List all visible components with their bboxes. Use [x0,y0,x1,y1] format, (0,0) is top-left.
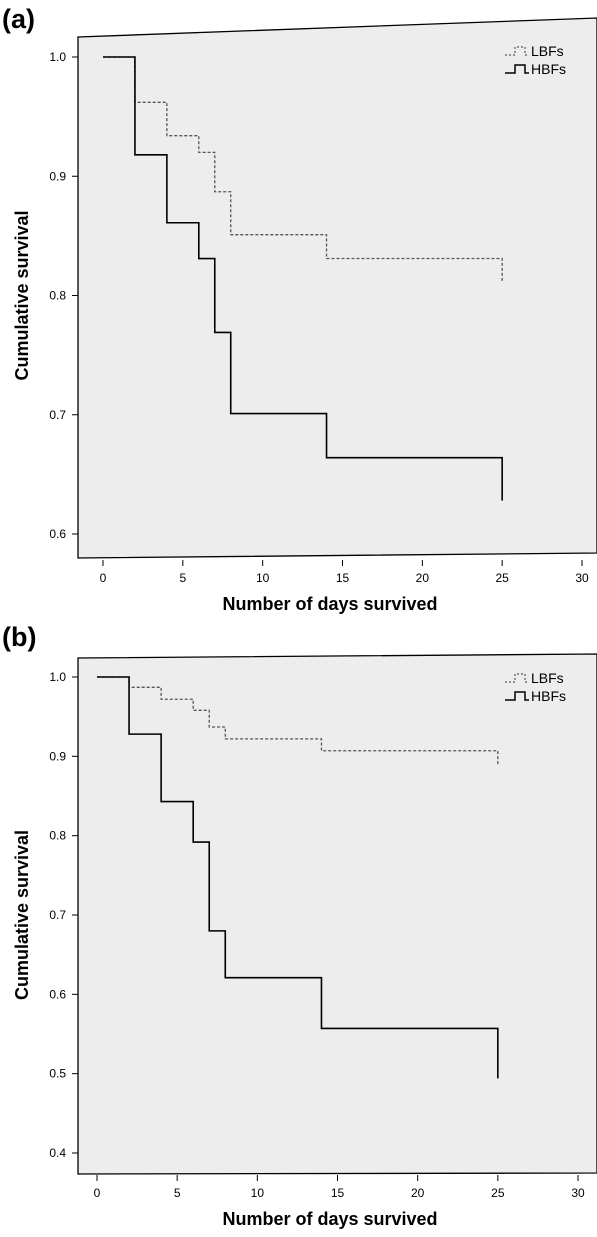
y-tick-label: 1.0 [49,50,66,64]
series-line-lbfs [97,676,499,765]
y-tick-label: 0.9 [49,169,66,183]
legend-label-lbfs: LBFs [531,43,564,59]
x-tick-label: 5 [179,571,186,585]
legend-label-hbfs: HBFs [531,688,566,704]
x-tick-label: 15 [331,1186,345,1200]
chart-panel-b: (b) 0 5 10 15 20 25 30 0.4 0.5 0.6 0.7 0.8 0.9 1.0 Num… [0,618,597,1237]
x-axis-title: Number of days survived [222,1209,437,1229]
legend-label-lbfs: LBFs [531,670,564,686]
x-tick-label: 0 [94,1186,101,1200]
panel-label-b: (b) [2,622,37,652]
x-tick-label: 20 [416,571,430,585]
legend-swatch-lbfs [505,46,529,56]
x-tick-label: 25 [491,1186,505,1200]
x-tick-label: 30 [575,571,589,585]
y-tick-label: 0.9 [49,749,66,763]
legend-swatch-lbfs [505,673,529,683]
series-line-hbfs [103,56,503,501]
survival-chart-a: 0 5 10 15 20 25 30 0.6 0.7 0.8 0.9 1.0 Number of day… [12,17,597,614]
panel-label-a: (a) [2,4,35,34]
x-tick-label: 30 [571,1186,585,1200]
x-tick-label: 15 [336,571,350,585]
series-line-lbfs [103,56,503,283]
x-tick-label: 5 [174,1186,181,1200]
plot-area [77,17,597,559]
y-tick-label: 0.7 [49,408,66,422]
x-tick-label: 20 [411,1186,425,1200]
legend-swatch-hbfs [505,64,529,74]
series-line-hbfs [97,676,499,1079]
y-axis-title: Cumulative survival [12,210,32,380]
x-tick-label: 0 [100,571,107,585]
y-axis-title: Cumulative survival [12,830,32,1000]
legend-swatch-hbfs [505,691,529,701]
y-tick-label: 0.6 [49,527,66,541]
legend-label-hbfs: HBFs [531,61,566,77]
y-tick-label: 0.4 [49,1146,66,1160]
survival-chart-b: 0 5 10 15 20 25 30 0.4 0.5 0.6 0.7 0.8 0.9 1.0 Number … [12,653,597,1229]
y-tick-label: 0.8 [49,829,66,843]
chart-panel-a: (a) 0 5 10 15 20 25 30 0.6 0.7 0.8 0.9 1.0 Number of… [0,0,597,618]
y-tick-label: 0.5 [49,1067,66,1081]
x-tick-label: 10 [251,1186,265,1200]
y-tick-label: 0.8 [49,289,66,303]
x-tick-label: 25 [495,571,509,585]
x-tick-label: 10 [256,571,270,585]
y-tick-label: 0.6 [49,987,66,1001]
x-axis-title: Number of days survived [222,594,437,614]
y-tick-label: 0.7 [49,908,66,922]
plot-area [77,653,597,1175]
y-tick-label: 1.0 [49,670,66,684]
